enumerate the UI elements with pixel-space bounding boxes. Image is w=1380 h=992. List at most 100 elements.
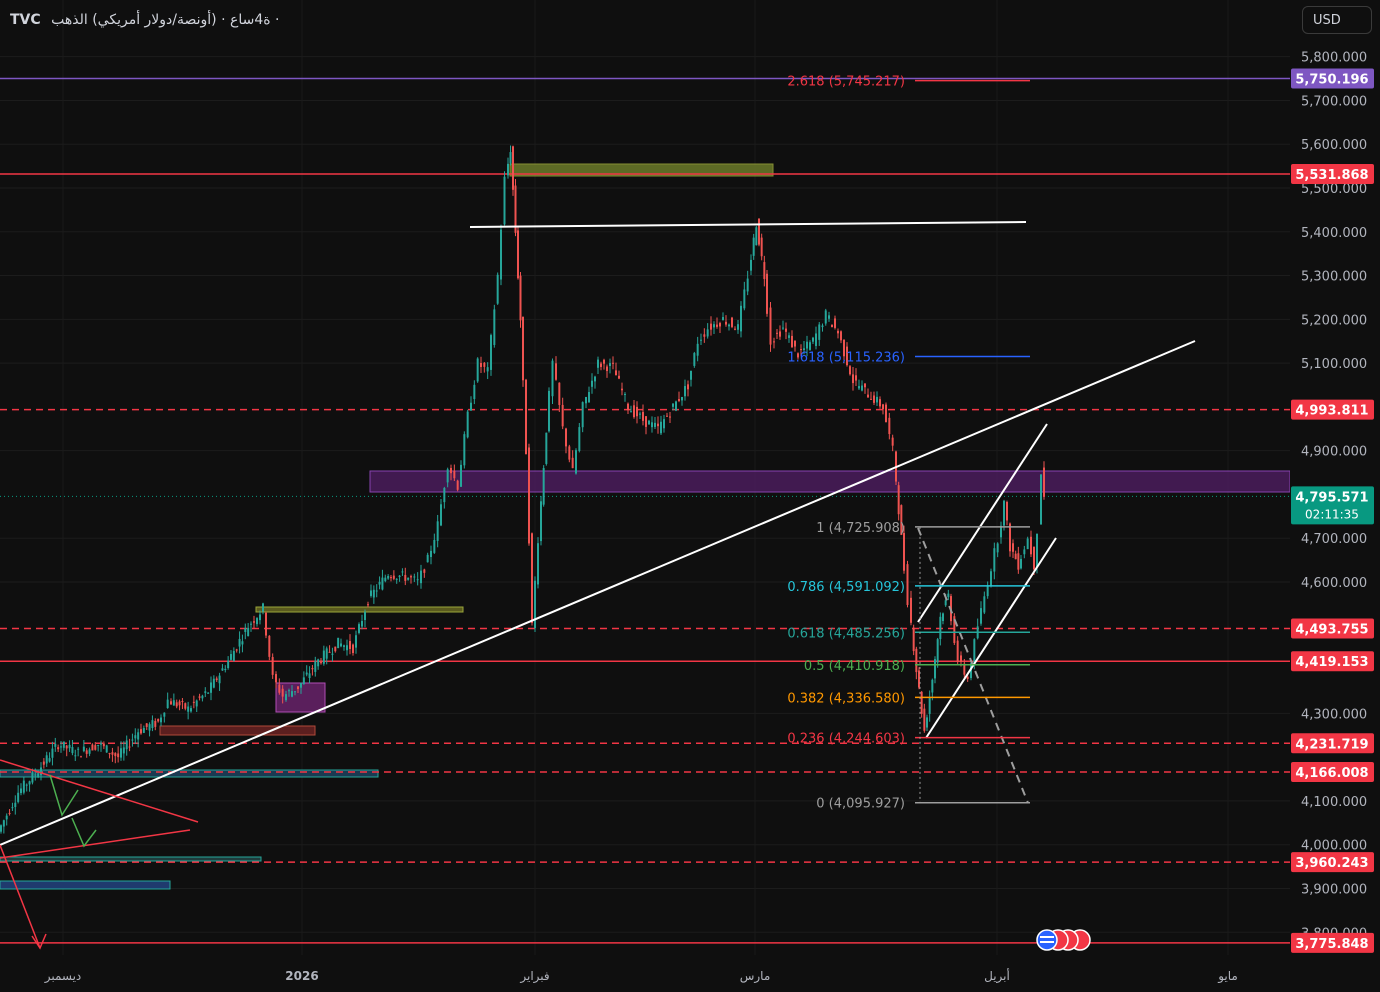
- candle-body: [912, 627, 915, 652]
- candle-body: [618, 375, 620, 379]
- fib-label: 0.382 (4,336.580): [787, 691, 905, 706]
- candle-body: [581, 402, 584, 428]
- x-tick-label: مارس: [740, 969, 771, 984]
- candle-body: [722, 317, 724, 321]
- candle-body: [308, 673, 311, 679]
- y-tick-label: 5,200.000: [1301, 313, 1367, 328]
- candle-body: [493, 309, 496, 345]
- blue-zone-2: [0, 880, 171, 890]
- candle-body: [361, 621, 363, 627]
- candle-body: [114, 753, 117, 757]
- candle-body: [413, 576, 416, 578]
- candle-body: [1003, 500, 1005, 526]
- y-tick-label: 5,500.000: [1301, 182, 1367, 197]
- candle-body: [184, 703, 187, 709]
- candle-body: [542, 468, 545, 505]
- candle-body: [320, 662, 322, 664]
- candle-body: [603, 359, 605, 364]
- candle-body: [509, 152, 512, 164]
- y-tick-label: 5,100.000: [1301, 357, 1367, 372]
- candle-body: [268, 635, 271, 657]
- green-arrow-1: [49, 774, 79, 817]
- candle-body: [986, 586, 989, 597]
- candle-body: [131, 739, 134, 741]
- fib-label: 0.236 (4,244.603): [787, 732, 905, 747]
- candle-body: [663, 419, 665, 429]
- candle-body: [645, 416, 647, 427]
- candle-body: [247, 627, 250, 637]
- candle-body: [436, 521, 439, 541]
- candle-body: [192, 701, 195, 703]
- candle-body: [1009, 523, 1011, 552]
- candle-body: [996, 543, 999, 553]
- candle-body: [372, 589, 375, 598]
- candle-body: [636, 406, 638, 417]
- candle-body: [102, 743, 105, 747]
- red-arrow-head: [31, 933, 47, 950]
- last-price-tag: [1291, 486, 1374, 525]
- candle-body: [140, 729, 142, 734]
- candle-body: [500, 229, 502, 280]
- candle-body: [201, 695, 204, 699]
- level-tag-label: 3,775.848: [1295, 937, 1368, 952]
- candle-body: [561, 404, 564, 427]
- candle-body: [779, 331, 781, 337]
- candle-body: [37, 773, 40, 778]
- candle-body: [175, 702, 178, 707]
- candle-body: [855, 375, 857, 381]
- candle-body: [849, 366, 851, 375]
- level-tag-label: 4,419.153: [1295, 655, 1368, 670]
- candle-body: [700, 339, 702, 341]
- candle-body: [591, 380, 593, 387]
- candle-body: [706, 329, 709, 337]
- candle-body: [145, 723, 148, 727]
- candle-body: [215, 678, 218, 681]
- candle-body: [824, 310, 827, 324]
- candle-body: [250, 623, 252, 625]
- candle-body: [450, 467, 452, 474]
- candle-body: [259, 614, 261, 621]
- candle-body: [346, 645, 348, 651]
- candle-body: [897, 485, 900, 515]
- event-icons[interactable]: [1036, 929, 1091, 951]
- y-tick-label: 5,700.000: [1301, 94, 1367, 109]
- currency-button[interactable]: USD: [1302, 6, 1372, 34]
- candle-body: [1020, 558, 1022, 569]
- candle-body: [331, 653, 334, 655]
- level-tag-label: 5,531.868: [1295, 168, 1368, 183]
- candle-body: [343, 645, 345, 647]
- candle-body: [54, 743, 57, 747]
- candle-body: [675, 401, 677, 411]
- zone-boxes: [0, 163, 1291, 890]
- major-trendline: [0, 340, 1196, 846]
- candle-body: [885, 404, 887, 423]
- candle-body: [88, 749, 91, 754]
- candle-body: [31, 772, 34, 783]
- candle-body: [463, 434, 466, 466]
- candle-body: [882, 404, 884, 410]
- candle-body: [571, 457, 574, 469]
- candlestick-series: [0, 145, 1045, 834]
- us-flag-icon: [1036, 929, 1058, 951]
- y-tick-label: 5,300.000: [1301, 270, 1367, 285]
- candle-body: [256, 618, 258, 625]
- candle-body: [944, 600, 947, 606]
- candle-body: [788, 335, 790, 338]
- candle-body: [91, 744, 94, 751]
- candle-body: [1030, 536, 1032, 555]
- candle-body: [117, 753, 120, 758]
- candle-body: [163, 712, 166, 717]
- candle-body: [551, 360, 554, 397]
- candle-body: [678, 399, 680, 401]
- candle-body: [433, 539, 436, 553]
- candle-body: [568, 446, 571, 460]
- candle-body: [8, 812, 11, 814]
- candle-body: [337, 637, 340, 649]
- y-tick-label: 3,900.000: [1301, 882, 1367, 897]
- candle-body: [867, 394, 869, 398]
- candle-body: [923, 708, 926, 731]
- candle-body: [755, 227, 758, 246]
- candle-body: [172, 700, 175, 706]
- candle-body: [687, 384, 689, 390]
